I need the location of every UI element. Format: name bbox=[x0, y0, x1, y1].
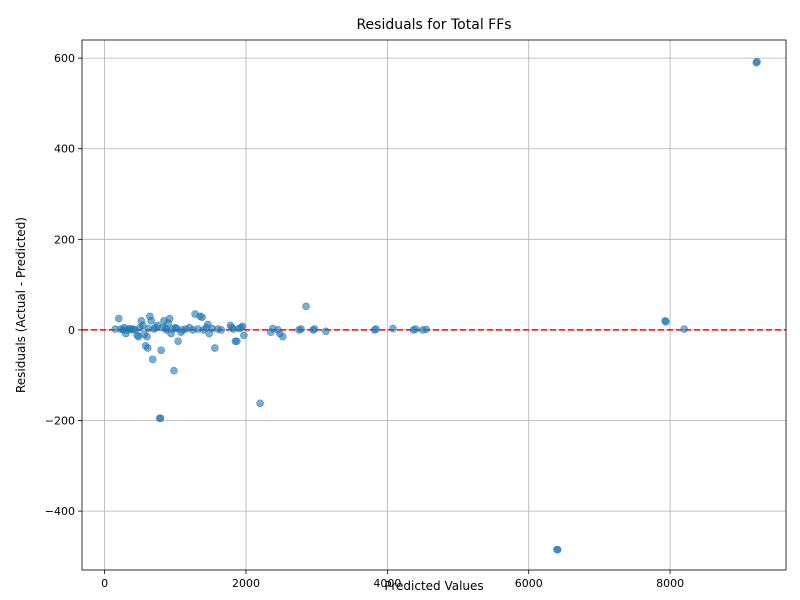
scatter-point bbox=[240, 331, 248, 340]
scatter-point bbox=[297, 325, 305, 333]
scatter-point bbox=[156, 414, 165, 423]
scatter-point bbox=[411, 325, 420, 333]
x-tick-label: 8000 bbox=[656, 577, 684, 590]
scatter-point bbox=[372, 325, 380, 333]
scatter-point bbox=[238, 322, 247, 331]
scatter-point bbox=[322, 327, 330, 336]
scatter-point bbox=[148, 355, 157, 364]
scatter-point bbox=[174, 337, 182, 346]
grid-lines bbox=[82, 40, 786, 570]
y-tick-label: −400 bbox=[45, 505, 75, 518]
scatter-point bbox=[114, 314, 123, 323]
chart-title: Residuals for Total FFs bbox=[356, 17, 511, 33]
y-axis-label: Residuals (Actual - Predicted) bbox=[14, 217, 28, 393]
scatter-point bbox=[217, 326, 226, 334]
scatter-point bbox=[278, 332, 287, 341]
x-axis-ticks: 0 2000 4000 6000 8000 bbox=[101, 570, 684, 590]
data-points bbox=[111, 57, 761, 554]
x-axis-label: Predicted Values bbox=[384, 579, 483, 593]
scatter-point bbox=[157, 346, 165, 355]
y-tick-label: 200 bbox=[54, 233, 75, 246]
scatter-point bbox=[143, 332, 151, 341]
plot-frame bbox=[81, 39, 787, 571]
x-tick-label: 4000 bbox=[373, 577, 401, 590]
scatter-point bbox=[138, 321, 147, 330]
x-tick-label: 2000 bbox=[232, 577, 260, 590]
y-tick-label: −200 bbox=[45, 415, 75, 428]
scatter-point bbox=[310, 325, 319, 333]
scatter-point bbox=[753, 57, 761, 66]
scatter-point bbox=[165, 314, 174, 323]
scatter-point bbox=[680, 325, 689, 333]
y-axis-ticks: −400 −200 0 200 400 600 bbox=[45, 52, 82, 518]
scatter-point bbox=[147, 317, 156, 325]
scatter-point bbox=[662, 317, 670, 326]
scatter-point bbox=[143, 344, 152, 352]
scatter-point bbox=[302, 302, 310, 311]
y-tick-label: 600 bbox=[54, 52, 75, 65]
x-tick-label: 6000 bbox=[515, 577, 543, 590]
scatter-point bbox=[553, 545, 562, 554]
x-tick-label: 0 bbox=[101, 577, 108, 590]
scatter-point bbox=[211, 344, 219, 352]
y-tick-label: 400 bbox=[54, 143, 75, 156]
scatter-point bbox=[170, 366, 178, 375]
scatter-point bbox=[256, 399, 264, 408]
scatter-point bbox=[422, 325, 431, 334]
scatter-point bbox=[198, 313, 206, 322]
scatter-point bbox=[389, 324, 397, 333]
scatter-point bbox=[232, 337, 241, 346]
y-tick-label: 0 bbox=[68, 324, 75, 337]
